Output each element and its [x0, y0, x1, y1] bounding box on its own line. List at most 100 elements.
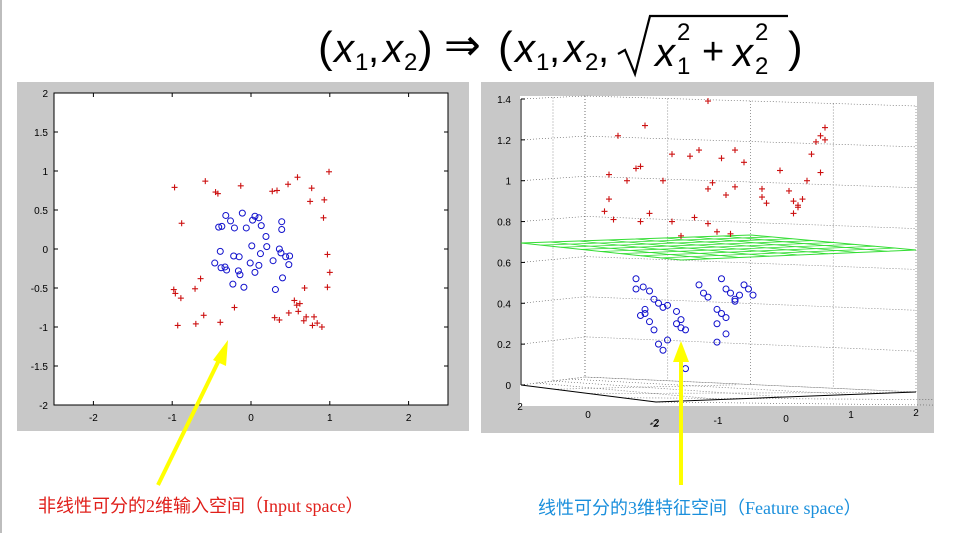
circle-point-3d [731, 297, 739, 305]
circle-point [251, 212, 259, 220]
formula-sqrt-sub2: 2 [755, 53, 768, 80]
z-tick-label: 1 [505, 177, 511, 188]
plus-point [293, 302, 300, 309]
plus-point [274, 187, 281, 194]
formula-lparen2: ( [498, 23, 513, 72]
plus-point [307, 198, 314, 205]
circle-point-3d [727, 289, 734, 297]
separating-plane [520, 234, 917, 261]
y-axis [520, 384, 657, 403]
plus-point [285, 181, 292, 188]
x-tick-label: -1 [714, 416, 723, 427]
plus-point-3d [718, 155, 725, 162]
circle-point-3d [632, 285, 640, 293]
plus-point [295, 308, 302, 315]
circle-point [227, 217, 235, 225]
plus-point-3d [817, 132, 824, 139]
circle-point [229, 280, 237, 288]
plus-point-3d [624, 177, 630, 184]
formula-rparen1: ) [418, 23, 433, 72]
plus-point [303, 313, 310, 320]
formula-rhs-x1: x [513, 27, 537, 71]
z-tick-label: 0 [505, 381, 511, 392]
plus-point [271, 314, 278, 321]
circle-point-3d [722, 314, 730, 322]
circle-point-3d [646, 318, 653, 326]
circle-point-3d [740, 281, 748, 289]
plus-point-3d [799, 196, 806, 203]
z-gridline [520, 296, 917, 311]
circle-point-3d [650, 295, 658, 303]
plus-point-3d [696, 147, 702, 154]
plus-point [321, 196, 328, 203]
plus-point [296, 300, 303, 307]
circle-point-3d [673, 320, 680, 328]
circle-point-3d [673, 307, 680, 315]
plus-point [177, 295, 184, 302]
plus-point-3d [705, 98, 711, 105]
circle-point [257, 222, 265, 230]
plus-point-3d [786, 187, 792, 194]
plus-point [192, 320, 199, 327]
circle-point [278, 218, 286, 226]
plus-point [308, 185, 315, 192]
circle-point-3d [718, 275, 725, 283]
plus-point [200, 312, 207, 319]
plus-point-3d [795, 204, 801, 211]
plus-point [318, 324, 325, 330]
plus-point [285, 309, 292, 316]
circle-point [242, 224, 250, 232]
circle-point [222, 211, 230, 219]
formula-sqrt-sub1: 1 [677, 53, 690, 80]
x-tick-label: 1 [327, 413, 333, 424]
circle-point [248, 242, 256, 250]
plus-point [301, 285, 308, 291]
x-tick-label: 2 [406, 413, 412, 424]
plus-point-3d [813, 138, 819, 145]
formula-arrow: ⇒ [444, 21, 481, 70]
x-tick-label: -1 [168, 413, 177, 424]
input-space-chart-panel: -2 -1 0 1 2 -2 -1.5 -1 -0.5 0 0.5 1 1.5 2 [17, 82, 469, 431]
caption-input-space: 非线性可分的2维输入空间（Input space） [38, 496, 364, 516]
circle-point [278, 226, 286, 233]
circle-point-3d [677, 316, 685, 324]
formula-rhs-sub1: 1 [536, 49, 549, 76]
circle-point-3d [655, 340, 662, 348]
x-axis [655, 391, 917, 403]
circle-point-3d [722, 330, 730, 338]
circle-point-3d [650, 326, 658, 334]
plus-point-3d [759, 185, 765, 192]
z-tick-label: 1.2 [497, 136, 511, 147]
z-tick-label: 0.8 [497, 218, 511, 229]
formula-sqrt-sup1: 2 [677, 19, 690, 46]
circle-point [285, 261, 293, 269]
left-edge-line [0, 0, 2, 533]
plus-point-3d [646, 210, 653, 217]
x-tick-label: 0 [783, 414, 789, 425]
plus-point [291, 297, 298, 304]
plus-point [237, 182, 244, 189]
plus-point-3d [822, 136, 828, 143]
circle-point-3d [731, 295, 739, 303]
circle-point-3d [700, 289, 707, 297]
plus-point-3d [601, 208, 608, 215]
circle-point [211, 259, 219, 267]
circle-point-3d [659, 303, 667, 311]
circle-point [235, 253, 243, 261]
circle-point-3d [718, 310, 725, 317]
plus-point-3d [606, 196, 612, 203]
caption-feature-space: 线性可分的3维特征空间（Feature space） [538, 498, 862, 518]
circle-point-3d [722, 285, 730, 293]
formula-comma3: , [598, 27, 609, 71]
x-tick-label: -2 [89, 413, 98, 424]
plus-point [197, 275, 204, 282]
plus-point-3d [660, 177, 666, 184]
z-gridline [520, 95, 917, 107]
plus-point [320, 214, 327, 221]
plus-point-3d [808, 151, 815, 158]
formula-rhs-sub2: 2 [585, 49, 598, 76]
circle-point-3d [639, 283, 647, 291]
circle-point-3d [704, 293, 712, 301]
circle-point [255, 261, 263, 269]
floor-gridline [655, 401, 959, 406]
